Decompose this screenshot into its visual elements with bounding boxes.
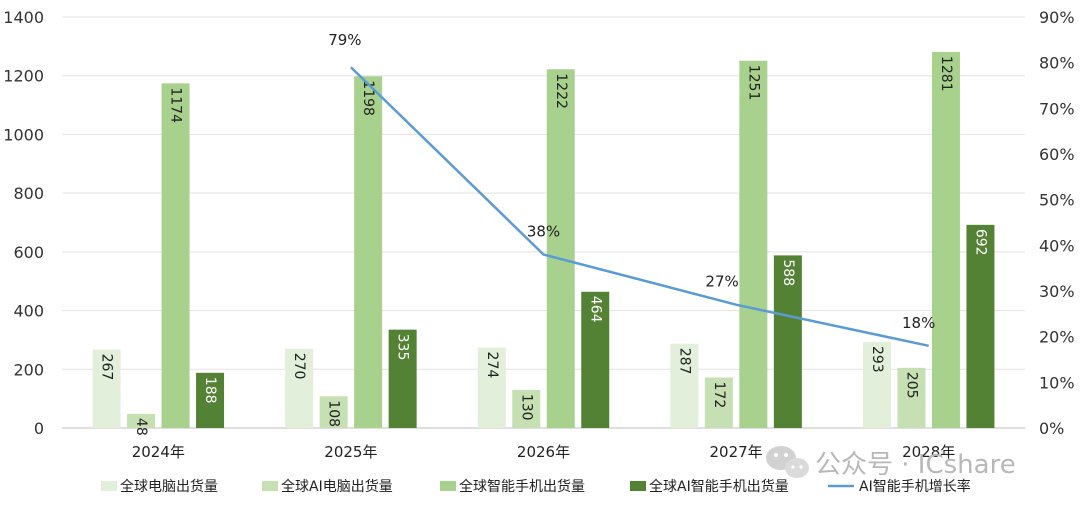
y-tick-label: 1200	[3, 67, 44, 86]
bar-data-label: 267	[99, 354, 115, 381]
y2-tick-label: 50%	[1039, 191, 1075, 210]
y2-tick-label: 10%	[1039, 373, 1075, 392]
bar-data-label: 1222	[553, 73, 569, 109]
x-axis: 2024年 2025年 2026年 2027年 2028年	[132, 443, 956, 461]
bar	[931, 51, 960, 429]
legend-label: 全球AI电脑出货量	[281, 478, 393, 495]
y2-tick-label: 0%	[1039, 419, 1064, 438]
bar-data-label: 130	[518, 394, 534, 421]
y-tick-label: 1000	[3, 125, 44, 144]
y-tick-label: 1400	[3, 8, 44, 27]
bar	[512, 389, 541, 428]
line-data-label: 38%	[527, 222, 560, 240]
bar	[127, 413, 156, 428]
grid-lines	[62, 16, 1025, 429]
y2-tick-label: 90%	[1039, 8, 1075, 27]
bar-data-label: 172	[711, 382, 727, 409]
y-tick-label: 800	[13, 184, 44, 203]
bar	[773, 255, 802, 428]
legend: 全球电脑出货量 全球AI电脑出货量 全球智能手机出货量 全球AI智能手机出货量 AI智能…	[101, 478, 971, 495]
legend-label: 全球AI智能手机出货量	[649, 478, 789, 495]
y2-tick-label: 60%	[1039, 145, 1075, 164]
legend-label: 全球智能手机出货量	[459, 478, 585, 495]
bar	[670, 343, 699, 428]
legend-label: 全球电脑出货量	[120, 478, 218, 495]
bar	[739, 60, 768, 429]
legend-swatch	[440, 481, 456, 491]
y-axis-left: 0 200 400 600 800 1000 1200 1400	[3, 8, 44, 438]
y-axis-right: 0% 10% 20% 30% 40% 50% 60% 70% 80% 90%	[1039, 8, 1075, 438]
y2-tick-label: 80%	[1039, 54, 1075, 73]
y-tick-label: 0	[34, 419, 44, 438]
line-data-label: 18%	[902, 314, 935, 332]
bar	[388, 329, 417, 428]
bar-data-label: 1251	[745, 65, 761, 101]
bar	[161, 83, 190, 429]
x-tick-label: 2028年	[902, 443, 955, 461]
bar-data-label: 205	[903, 372, 919, 399]
legend-swatch	[262, 481, 278, 491]
bar	[897, 367, 926, 428]
y2-tick-label: 30%	[1039, 282, 1075, 301]
bar-data-label: 270	[291, 353, 307, 380]
bar-data-label: 293	[869, 346, 885, 373]
bar	[92, 349, 121, 428]
wechat-icon	[766, 446, 809, 478]
bar-data-label: 692	[972, 229, 988, 256]
x-tick-label: 2026年	[517, 443, 570, 461]
bar-data-label: 274	[484, 352, 500, 379]
bar	[196, 372, 225, 428]
bar	[319, 396, 348, 428]
bar	[477, 347, 506, 428]
bar	[354, 76, 383, 429]
bar-data-label: 1281	[938, 56, 954, 92]
legend-label: AI智能手机增长率	[859, 478, 971, 495]
watermark-text: 公众号 · ICshare	[815, 450, 1016, 480]
bar	[285, 348, 314, 428]
bar-data-label: 48	[133, 418, 149, 436]
bar	[704, 377, 733, 428]
bar-data-label: 188	[202, 377, 218, 404]
bar-data-label: 287	[676, 348, 692, 375]
bar	[862, 341, 891, 428]
legend-swatch	[101, 481, 117, 491]
bar-data-label: 464	[587, 296, 603, 323]
x-tick-label: 2027年	[710, 443, 763, 461]
bar	[581, 291, 610, 428]
line-data-label: 79%	[328, 31, 361, 49]
y2-tick-label: 70%	[1039, 99, 1075, 118]
line-data-label: 27%	[705, 273, 738, 291]
y-tick-label: 600	[13, 243, 44, 262]
y-tick-label: 400	[13, 302, 44, 321]
bar-data-label: 588	[780, 259, 796, 286]
bar-data-label: 108	[326, 400, 342, 427]
series-line	[350, 66, 929, 348]
watermark: 公众号 · ICshare	[766, 446, 1016, 480]
growth-line: 79% 38% 27% 18%	[328, 31, 935, 348]
legend-swatch	[630, 481, 646, 491]
bar	[546, 69, 575, 429]
bar-data-label: 1174	[168, 87, 184, 123]
bar-data-label: 335	[395, 334, 411, 361]
x-tick-label: 2024年	[132, 443, 185, 461]
bar	[966, 224, 995, 428]
y2-tick-label: 40%	[1039, 236, 1075, 255]
y2-tick-label: 20%	[1039, 328, 1075, 347]
y-tick-label: 200	[13, 360, 44, 379]
x-tick-label: 2025年	[324, 443, 377, 461]
